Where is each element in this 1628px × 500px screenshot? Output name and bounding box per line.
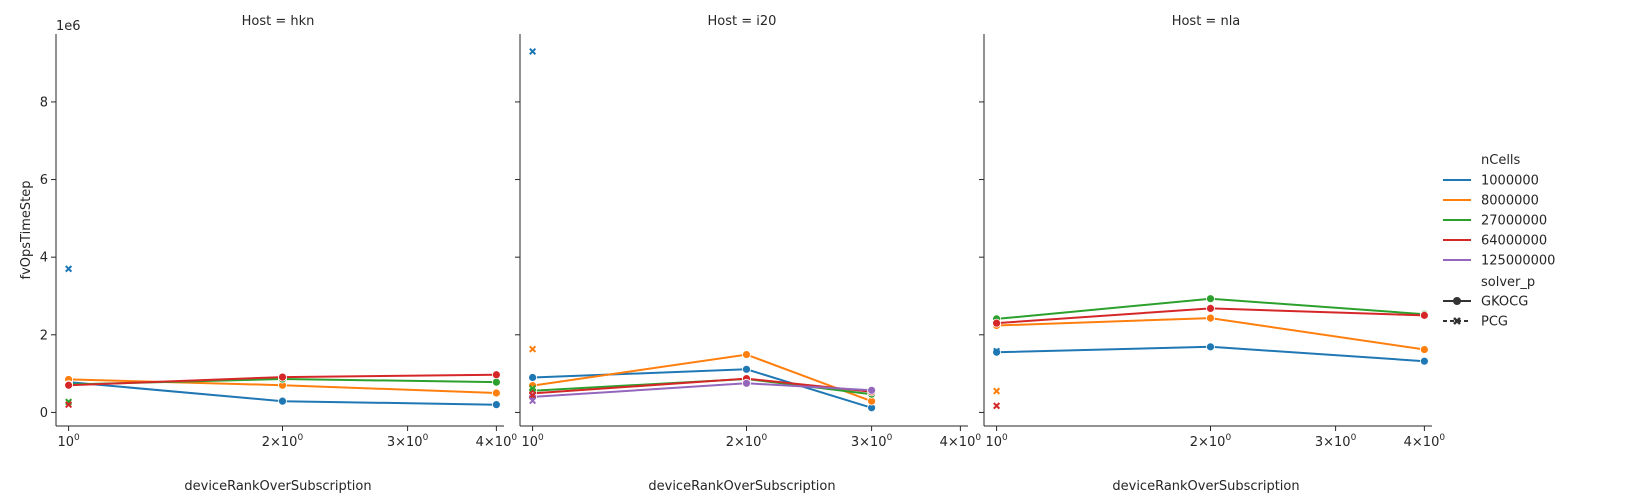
legend-label-PCG: PCG [1481, 315, 1508, 330]
data-point-gkocg-64000000 [278, 372, 287, 382]
x-tick-label: 100 [521, 433, 544, 450]
x-tick-label: 3×100 [387, 433, 429, 450]
data-point-pcg-64000000 [65, 401, 73, 409]
x-tick-label: 2×100 [262, 433, 304, 450]
data-point-gkocg-1000000 [1206, 342, 1215, 352]
facet-hkn: Host = hkn deviceRankOverSubscription 0 2… [40, 14, 518, 494]
data-point-gkocg-64000000 [1206, 303, 1215, 313]
data-point-gkocg-8000000 [742, 350, 751, 359]
y-tick-label: 8 [40, 95, 48, 110]
data-point-pcg-1000000 [65, 265, 73, 273]
data-point-gkocg-27000000 [491, 377, 501, 387]
legend-marker-x [1453, 317, 1461, 325]
y-axis-label: fvOpsTimeStep [19, 181, 34, 280]
legend-label-8000000: 8000000 [1481, 194, 1539, 209]
data-point-pcg-27000000 [529, 384, 537, 392]
legend-label-GKOCG: GKOCG [1481, 295, 1528, 310]
data-point-pcg-8000000 [529, 345, 537, 353]
data-point-gkocg-1000000 [1419, 356, 1429, 366]
data-point-gkocg-1000000 [528, 373, 537, 382]
x-tick-label: 3×100 [1315, 433, 1357, 450]
data-point-pcg-64000000 [993, 402, 1001, 410]
data-point-gkocg-8000000 [491, 388, 501, 398]
data-point-gkocg-125000000 [742, 378, 751, 388]
x-axis-label: deviceRankOverSubscription [648, 479, 835, 494]
data-point-pcg-1000000 [529, 47, 537, 55]
data-point-gkocg-1000000 [278, 396, 287, 406]
data-point-gkocg-1000000 [742, 364, 751, 374]
y-offset-label: 1e6 [56, 19, 81, 34]
x-tick-label: 2×100 [726, 433, 768, 450]
facet-title: Host = i20 [708, 14, 777, 29]
y-tick-label: 4 [40, 251, 48, 266]
data-point-gkocg-64000000 [992, 318, 1001, 328]
legend-title-ncells: nCells [1481, 153, 1521, 168]
data-point-gkocg-125000000 [867, 385, 877, 395]
legend-label-27000000: 27000000 [1481, 214, 1547, 229]
legend-label-1000000: 1000000 [1481, 174, 1539, 189]
facet-nla: Host = nla deviceRankOverSubscription 10… [979, 14, 1445, 494]
x-tick-label: 100 [985, 433, 1008, 450]
x-tick-label: 2×100 [1190, 433, 1232, 450]
data-point-pcg-8000000 [993, 387, 1001, 395]
x-tick-label: 3×100 [851, 433, 893, 450]
legend-marker-circle [1453, 297, 1461, 305]
data-point-gkocg-64000000 [1419, 310, 1429, 320]
legend-label-125000000: 125000000 [1481, 254, 1555, 269]
data-point-gkocg-64000000 [64, 380, 73, 390]
facet-title: Host = hkn [242, 14, 315, 29]
data-point-pcg-1000000 [993, 347, 1001, 355]
data-point-gkocg-64000000 [491, 370, 501, 380]
facet-i20: Host = i20 deviceRankOverSubscription 10… [515, 14, 981, 494]
legend-label-64000000: 64000000 [1481, 234, 1547, 249]
x-tick-label: 4×100 [476, 433, 518, 450]
y-tick-label: 2 [40, 328, 48, 343]
data-point-pcg-125000000 [529, 397, 537, 405]
x-tick-label: 4×100 [940, 433, 982, 450]
y-tick-label: 0 [40, 406, 48, 421]
data-point-gkocg-8000000 [1419, 345, 1429, 354]
x-axis-label: deviceRankOverSubscription [1112, 479, 1299, 494]
data-point-gkocg-27000000 [1206, 294, 1215, 304]
x-axis-label: deviceRankOverSubscription [184, 479, 371, 494]
y-tick-label: 6 [40, 173, 48, 188]
x-tick-label: 100 [57, 433, 80, 450]
facet-title: Host = nla [1172, 14, 1241, 29]
x-tick-label: 4×100 [1404, 433, 1446, 450]
data-point-gkocg-8000000 [1206, 313, 1215, 323]
legend-title-solver: solver_p [1481, 275, 1535, 290]
legend: nCells solver_p 1000000 8000000 27000000 64… [1443, 153, 1555, 330]
data-point-pcg-64000000 [529, 391, 537, 399]
data-point-gkocg-1000000 [491, 400, 501, 410]
